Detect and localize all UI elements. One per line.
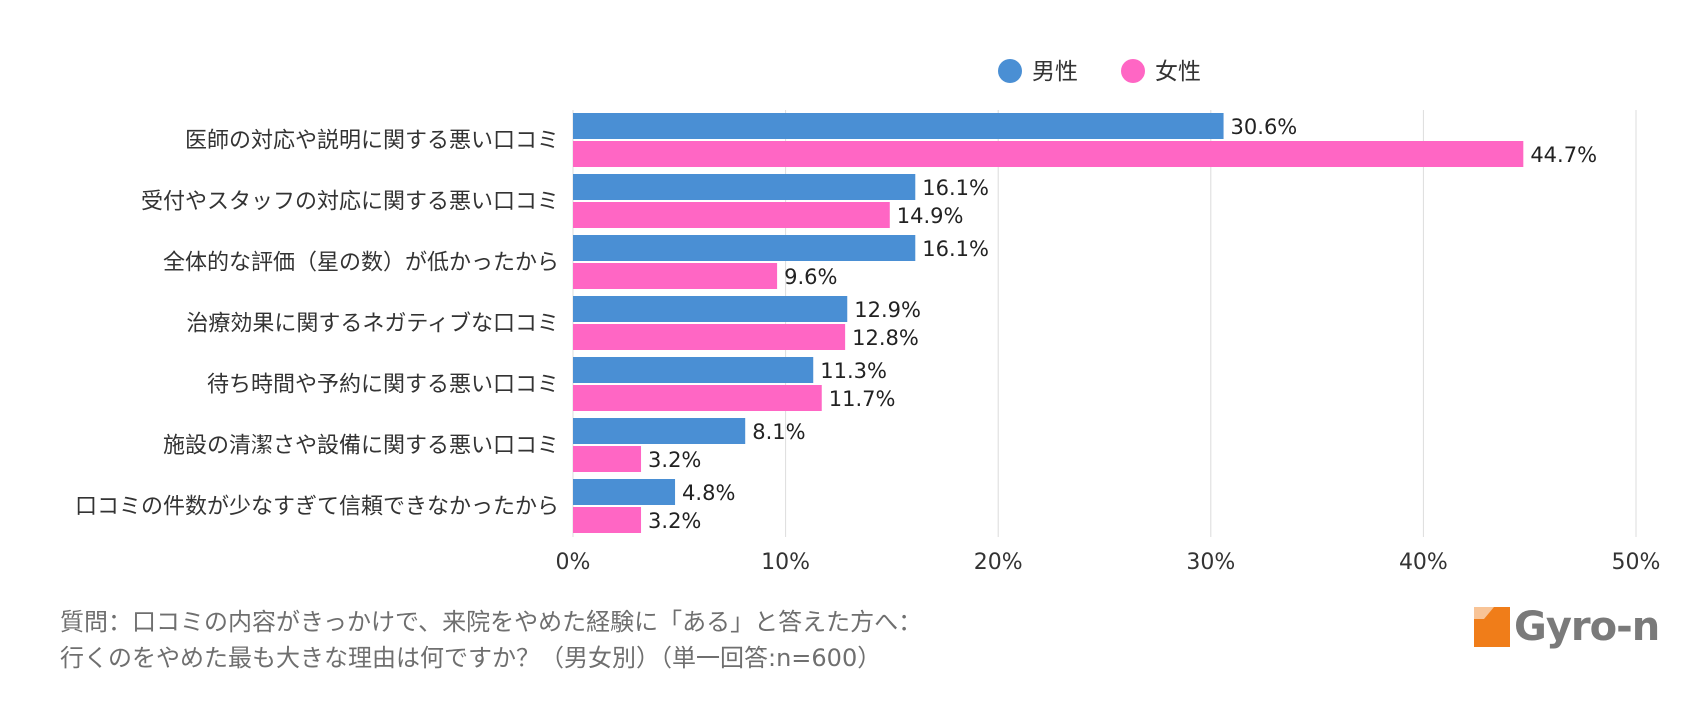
- bars: [573, 113, 1524, 533]
- bar: [573, 235, 916, 261]
- data-label: 16.1%: [922, 176, 989, 200]
- logo-mark-icon: [1474, 607, 1510, 647]
- bar: [573, 507, 642, 533]
- bar: [573, 446, 642, 472]
- value-labels: 30.6% 16.1% 16.1% 12.9% 11.3% 8.1% 4.8% 44.7% 14…: [648, 115, 1597, 533]
- data-label: 11.3%: [820, 359, 887, 383]
- data-label: 9.6%: [784, 265, 837, 289]
- bar: [573, 174, 916, 200]
- data-label: 4.8%: [682, 481, 735, 505]
- gyro-n-logo: Gyro-n: [1474, 603, 1660, 651]
- bar: [573, 202, 890, 228]
- data-label: 30.6%: [1231, 115, 1298, 139]
- data-label: 14.9%: [897, 204, 964, 228]
- x-tick-label: 20%: [974, 550, 1023, 575]
- data-label: 11.7%: [829, 387, 896, 411]
- category-label: 口コミの件数が少なすぎて信頼できなかったから: [75, 495, 559, 520]
- legend: 男性 女性: [998, 59, 1201, 85]
- x-tick-label: 50%: [1612, 550, 1661, 575]
- data-label: 8.1%: [752, 420, 805, 444]
- legend-label: 男性: [1032, 59, 1078, 85]
- logo-text: Gyro-n: [1514, 604, 1660, 650]
- data-label: 16.1%: [922, 237, 989, 261]
- question-caption: 質問：口コミの内容がきっかけで、来院をやめた経験に「ある」と答えた方へ： 行くの…: [60, 604, 1260, 676]
- bar: [573, 357, 814, 383]
- x-tick-label: 0%: [556, 550, 591, 575]
- x-tick-label: 10%: [761, 550, 810, 575]
- x-tick-label: 40%: [1399, 550, 1448, 575]
- data-label: 12.9%: [854, 298, 921, 322]
- category-label: 受付やスタッフの対応に関する悪い口コミ: [141, 190, 559, 215]
- bar: [573, 263, 778, 289]
- bar: [573, 141, 1524, 167]
- category-label: 医師の対応や説明に関する悪い口コミ: [185, 129, 559, 154]
- data-label: 12.8%: [852, 326, 919, 350]
- category-label: 待ち時間や予約に関する悪い口コミ: [207, 373, 559, 398]
- legend-marker: [998, 59, 1022, 83]
- category-label: 全体的な評価（星の数）が低かったから: [163, 251, 559, 276]
- category-label: 施設の清潔さや設備に関する悪い口コミ: [163, 434, 559, 459]
- x-tick-label: 30%: [1186, 550, 1235, 575]
- data-label: 3.2%: [648, 509, 701, 533]
- bar: [573, 296, 848, 322]
- bar: [573, 324, 846, 350]
- caption-line-2: 行くのをやめた最も大きな理由は何ですか？（男女別）（単一回答:n=600）: [60, 644, 882, 672]
- data-label: 3.2%: [648, 448, 701, 472]
- bar: [573, 479, 676, 505]
- category-labels: 医師の対応や説明に関する悪い口コミ受付やスタッフの対応に関する悪い口コミ全体的な…: [75, 129, 559, 520]
- data-label: 44.7%: [1530, 143, 1597, 167]
- legend-marker: [1121, 59, 1145, 83]
- bar: [573, 385, 822, 411]
- caption-line-1: 質問：口コミの内容がきっかけで、来院をやめた経験に「ある」と答えた方へ：: [60, 608, 923, 636]
- category-label: 治療効果に関するネガティブな口コミ: [186, 312, 559, 337]
- legend-label: 女性: [1155, 59, 1201, 85]
- x-axis-ticks: 0% 10% 20% 30% 40% 50%: [556, 550, 1661, 575]
- bar-chart: 男性 女性 医師の対応や説明に関する悪い口コミ受付やスタッフの対応に関する悪い口コ…: [75, 59, 1661, 575]
- bar: [573, 113, 1224, 139]
- bar: [573, 418, 746, 444]
